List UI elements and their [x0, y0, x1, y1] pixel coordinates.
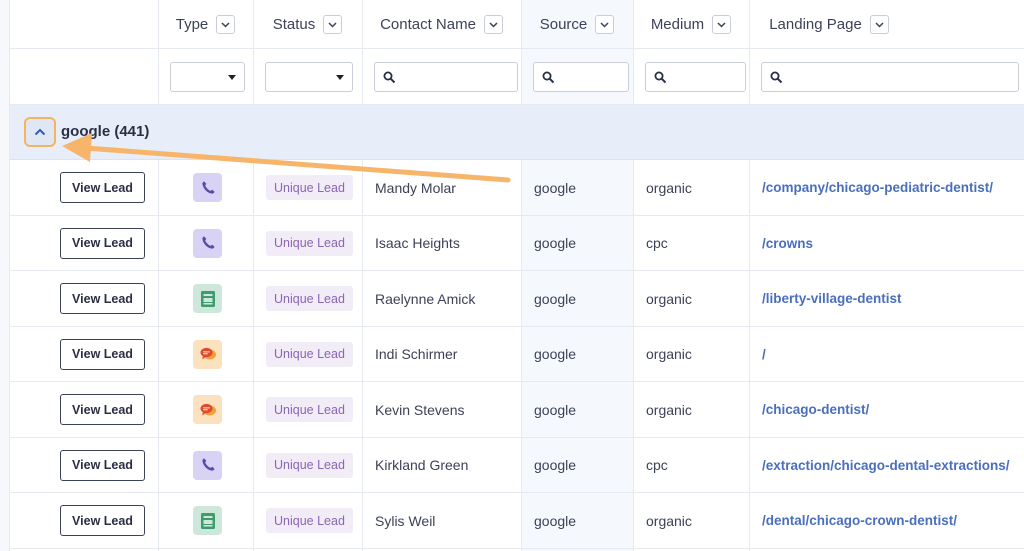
view-lead-button[interactable]: View Lead [60, 283, 145, 314]
column-label: Landing Page [769, 16, 862, 33]
column-header-medium: Medium [633, 0, 749, 49]
collapse-group-button[interactable] [24, 117, 56, 147]
status-filter-select[interactable] [265, 62, 353, 92]
source-value: google [534, 235, 577, 251]
view-lead-button[interactable]: View Lead [60, 227, 145, 259]
search-icon [654, 71, 667, 84]
group-label: google (441) [61, 123, 150, 140]
column-label: Status [272, 16, 316, 33]
chat-icon [193, 395, 222, 424]
column-label: Type [175, 16, 209, 33]
medium-value: organic [646, 290, 692, 307]
medium-value: organic [646, 179, 692, 196]
landing-page-link[interactable]: /chicago-dentist/ [762, 402, 870, 417]
column-header-contact-name: Contact Name [362, 0, 521, 49]
contact-name: Sylis Weil [375, 512, 436, 529]
source-value: google [534, 179, 577, 196]
chevron-down-icon[interactable] [712, 15, 732, 34]
chevron-up-icon [34, 128, 46, 136]
chevron-down-icon[interactable] [323, 15, 343, 34]
phone-icon [193, 450, 222, 480]
column-label: Source [539, 16, 588, 33]
source-value: google [534, 401, 577, 418]
form-icon [193, 506, 222, 535]
source-value: google [534, 346, 577, 362]
landing-page-link[interactable]: /company/chicago-pediatric-dentist/ [762, 180, 994, 195]
source-value: google [534, 512, 577, 529]
source-value: google [534, 290, 577, 307]
chat-icon [193, 339, 222, 369]
phone-icon [193, 228, 222, 258]
column-header-type: Type [158, 0, 253, 49]
contact-name: Isaac Heights [375, 235, 460, 251]
medium-value: organic [646, 401, 692, 418]
medium-value: organic [646, 346, 692, 362]
status-badge: Unique Lead [266, 230, 353, 256]
status-badge: Unique Lead [266, 175, 353, 200]
column-header-source: Source [521, 0, 633, 49]
status-badge: Unique Lead [266, 452, 353, 478]
medium-value: cpc [646, 235, 668, 251]
source-value: google [534, 457, 577, 473]
table-row: View Lead Unique Lead Sylis Weil google orga… [10, 493, 1024, 549]
landing-page-link[interactable]: /crowns [762, 235, 814, 251]
table-row: View Lead Unique Lead Mandy Molar google org… [10, 160, 1024, 216]
view-lead-button[interactable]: View Lead [60, 449, 145, 481]
table-row: View Lead Unique Lead Indi Schirmer google o… [10, 327, 1024, 382]
source-filter-input[interactable] [533, 62, 629, 92]
left-gutter [0, 0, 10, 551]
landing-page-link[interactable]: /extraction/chicago-dental-extractions/ [762, 457, 1010, 473]
search-icon [770, 71, 783, 84]
filter-row [10, 49, 1024, 105]
medium-value: cpc [646, 457, 668, 473]
contact-name: Indi Schirmer [375, 346, 458, 362]
group-row-google: google (441) [10, 105, 1024, 160]
status-badge: Unique Lead [266, 508, 353, 533]
landing-page-link[interactable]: /dental/chicago-crown-dentist/ [762, 513, 958, 528]
view-lead-button[interactable]: View Lead [60, 505, 145, 536]
contact-name: Mandy Molar [375, 179, 456, 196]
landing-page-link[interactable]: /liberty-village-dentist [762, 291, 902, 306]
type-filter-select[interactable] [170, 62, 245, 92]
view-lead-button[interactable]: View Lead [60, 394, 145, 425]
search-icon [542, 71, 555, 84]
contact-name: Kirkland Green [375, 457, 469, 473]
landing-page-filter-input[interactable] [761, 62, 1019, 92]
chevron-down-icon[interactable] [595, 15, 615, 34]
column-header-status: Status [253, 0, 362, 49]
view-lead-button[interactable]: View Lead [60, 338, 145, 370]
table-header [10, 0, 1024, 49]
status-badge: Unique Lead [266, 341, 353, 367]
table-row: View Lead Unique Lead Isaac Heights google c… [10, 216, 1024, 271]
landing-page-link[interactable]: / [762, 346, 766, 362]
contact-name: Raelynne Amick [375, 290, 476, 307]
table-row: View Lead Unique Lead Kevin Stevens google o… [10, 382, 1024, 438]
status-badge: Unique Lead [266, 286, 353, 311]
search-icon [383, 71, 396, 84]
medium-filter-input[interactable] [645, 62, 746, 92]
column-header-landing-page: Landing Page [749, 0, 909, 49]
chevron-down-icon[interactable] [216, 15, 236, 34]
contact-name-filter-input[interactable] [374, 62, 518, 92]
medium-value: organic [646, 512, 692, 529]
view-lead-button[interactable]: View Lead [60, 172, 145, 203]
table-row: View Lead Unique Lead Kirkland Green google… [10, 438, 1024, 493]
column-label: Medium [650, 16, 705, 33]
chevron-down-icon[interactable] [869, 15, 889, 34]
contact-name: Kevin Stevens [375, 401, 465, 418]
phone-icon [193, 173, 222, 202]
form-icon [193, 284, 222, 313]
status-badge: Unique Lead [266, 397, 353, 422]
chevron-down-icon[interactable] [483, 15, 503, 34]
table-row: View Lead Unique Lead Raelynne Amick google… [10, 271, 1024, 327]
column-label: Contact Name [380, 16, 476, 33]
